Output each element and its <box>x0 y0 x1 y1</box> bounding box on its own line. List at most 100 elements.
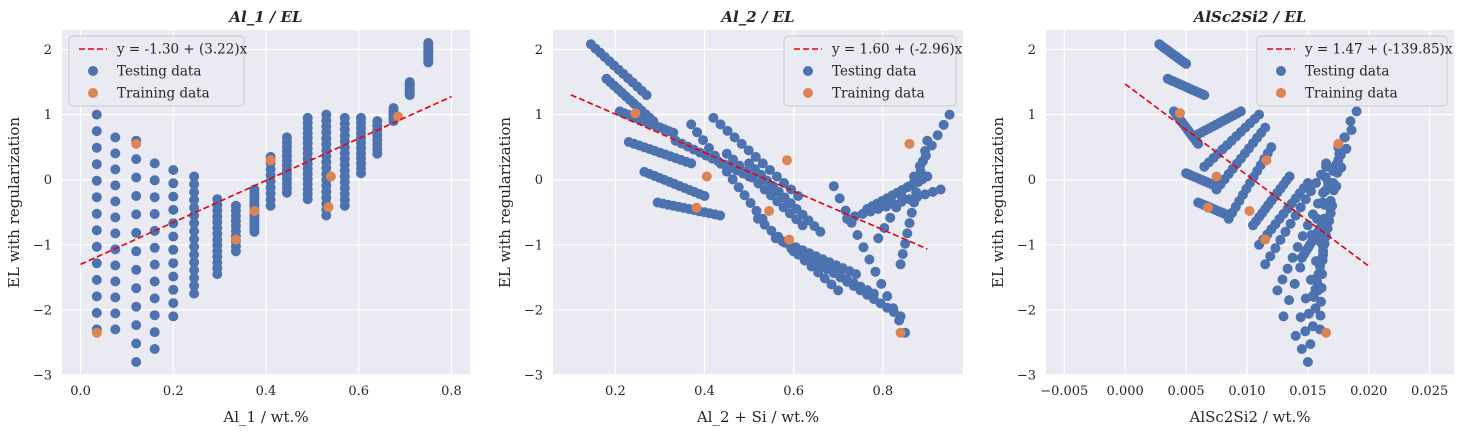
testing-data-point <box>1295 312 1306 323</box>
x-tick-label: 0.2 <box>605 384 626 399</box>
testing-data-point <box>1265 251 1276 262</box>
testing-data-point <box>131 227 142 238</box>
testing-data-point <box>91 142 102 153</box>
testing-data-point <box>1302 220 1313 231</box>
testing-data-point <box>110 276 121 287</box>
testing-data-point <box>894 315 905 326</box>
testing-data-point <box>189 194 200 205</box>
testing-data-point <box>739 190 750 201</box>
testing-data-point <box>900 238 911 249</box>
testing-data-point <box>131 264 142 275</box>
testing-data-point <box>189 234 200 244</box>
testing-data-point <box>876 278 887 289</box>
x-tick-label: 0.8 <box>441 384 462 399</box>
testing-data-point <box>1319 199 1330 210</box>
x-tick-label: 0.025 <box>1411 384 1448 399</box>
testing-data-point <box>110 148 121 159</box>
testing-data-point <box>891 202 902 213</box>
testing-data-point <box>909 197 919 208</box>
testing-data-point <box>110 308 121 319</box>
testing-data-point <box>826 279 837 290</box>
testing-data-point <box>189 273 200 283</box>
y-tick-label: 1 <box>535 108 543 123</box>
testing-data-point <box>1320 186 1331 197</box>
training-data-point <box>1175 108 1185 119</box>
testing-data-point <box>879 223 890 233</box>
testing-data-point <box>91 192 102 203</box>
testing-data-point <box>1316 296 1326 307</box>
x-tick-label: 0.010 <box>1228 384 1265 399</box>
x-tick-label: 0.0 <box>70 384 91 399</box>
testing-data-point <box>149 158 160 169</box>
testing-data-point <box>849 211 860 222</box>
testing-data-point <box>852 230 863 240</box>
y-tick-label: −2 <box>1017 303 1036 318</box>
testing-data-point <box>902 228 913 239</box>
testing-data-point <box>842 213 853 224</box>
testing-data-point <box>1254 109 1265 120</box>
testing-data-point <box>339 112 350 123</box>
y-tick-label: −2 <box>33 303 52 318</box>
testing-data-point <box>110 212 121 223</box>
testing-data-point <box>168 258 179 269</box>
testing-data-point <box>1282 263 1293 274</box>
testing-data-point <box>920 189 931 200</box>
training-data-point <box>1203 202 1213 213</box>
legend-frame <box>1256 35 1448 107</box>
panel-al2-el: 0.2 0.4 0.6 0.8 −3 −2 −1 0 1 2 Al_2 + Si / wt.% EL … <box>496 8 963 426</box>
testing-data-point <box>149 276 160 287</box>
testing-data-point <box>131 209 142 220</box>
y-tick-label: 0 <box>1028 173 1036 188</box>
testing-data-point <box>149 209 160 219</box>
y-tick-label: −1 <box>524 238 543 253</box>
testing-data-point <box>1290 210 1301 221</box>
testing-data-point <box>149 192 160 203</box>
regression-fit-line <box>1124 83 1370 267</box>
testing-data-point <box>757 158 768 169</box>
testing-data-point <box>903 181 913 192</box>
x-axis-label: AlSc2Si2 / wt.% <box>1189 408 1311 426</box>
testing-data-point <box>1315 310 1326 321</box>
testing-data-point <box>1287 252 1298 263</box>
testing-data-point <box>356 112 366 123</box>
testing-data-point <box>709 150 720 161</box>
testing-data-point <box>897 192 908 203</box>
testing-data-point <box>851 269 861 280</box>
testing-data-point <box>168 284 179 295</box>
testing-data-point <box>1303 308 1314 319</box>
panel-title: Al_2 / EL <box>719 8 794 26</box>
testing-data-point <box>1321 158 1332 169</box>
testing-data-point <box>1296 344 1307 354</box>
testing-data-point <box>110 164 121 175</box>
x-tick-label: 0.8 <box>872 384 893 399</box>
testing-data-point <box>743 145 754 156</box>
testing-data-point <box>938 119 949 130</box>
testing-data-point <box>189 280 200 291</box>
panel-title: Al_1 / EL <box>227 8 302 26</box>
testing-data-point <box>149 293 160 304</box>
testing-data-point <box>917 156 928 167</box>
testing-data-point <box>1305 186 1316 197</box>
y-tick-label: −2 <box>524 303 543 318</box>
testing-data-point <box>1320 172 1331 183</box>
y-tick-label: 1 <box>44 108 52 123</box>
legend-training-swatch <box>1276 88 1286 98</box>
testing-data-point <box>110 180 121 191</box>
training-data-point <box>1261 155 1272 166</box>
y-axis-label: EL with regularization <box>989 117 1007 288</box>
testing-data-point <box>729 132 740 143</box>
testing-data-point <box>692 127 703 138</box>
testing-data-point <box>189 179 200 190</box>
testing-data-point <box>1270 243 1281 254</box>
testing-data-point <box>1277 274 1288 285</box>
testing-data-point <box>944 109 955 120</box>
testing-data-point <box>1235 106 1246 117</box>
testing-data-point <box>91 159 102 170</box>
legend: y = 1.60 + (-2.96)x Testing data Training … <box>783 35 963 107</box>
legend: y = 1.47 + (-139.85)x Testing data Trainin… <box>1256 35 1453 107</box>
testing-data-point <box>766 225 777 236</box>
x-tick-label: 0.4 <box>694 384 715 399</box>
testing-data-point <box>189 187 200 198</box>
testing-data-point <box>212 194 223 205</box>
testing-data-point <box>91 208 102 219</box>
